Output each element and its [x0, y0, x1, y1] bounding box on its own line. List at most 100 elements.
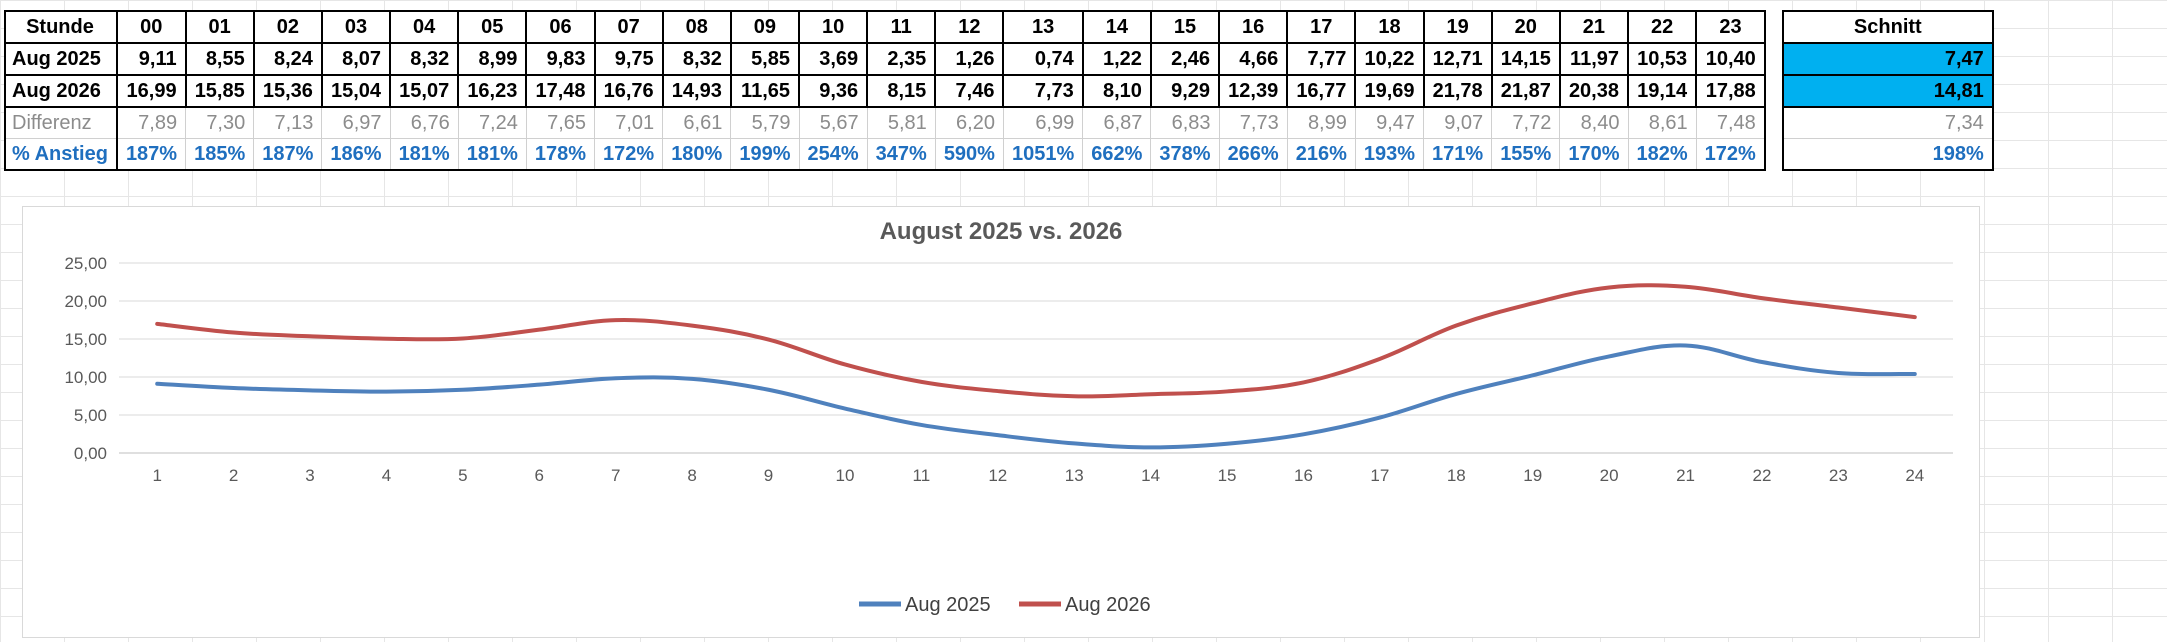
value-cell[interactable]: 185% — [185, 138, 255, 171]
value-cell[interactable]: 178% — [525, 138, 596, 171]
value-cell[interactable]: 9,83 — [525, 42, 596, 76]
value-cell[interactable]: 347% — [866, 138, 936, 171]
value-cell[interactable]: 7,46 — [934, 74, 1005, 108]
hour-header-cell[interactable]: 22 — [1626, 10, 1698, 44]
value-cell[interactable]: 16,23 — [457, 74, 528, 108]
hour-header-cell[interactable]: 13 — [1002, 10, 1084, 44]
value-cell[interactable]: 8,15 — [866, 74, 937, 108]
value-cell[interactable]: 216% — [1286, 138, 1356, 171]
line-chart[interactable]: August 2025 vs. 2026 0,00 5,00 10,00 15,00 20… — [22, 206, 1980, 638]
value-cell[interactable]: 2,46 — [1149, 42, 1221, 76]
value-cell[interactable]: 9,07 — [1423, 106, 1493, 139]
value-cell[interactable]: 16,76 — [593, 74, 664, 108]
row-label-cell[interactable]: Stunde — [4, 10, 118, 44]
hour-header-cell[interactable]: 23 — [1695, 10, 1766, 44]
value-cell[interactable]: 11,97 — [1558, 42, 1630, 76]
hour-header-cell[interactable]: 07 — [593, 10, 664, 44]
value-cell[interactable]: 8,99 — [1286, 106, 1356, 139]
hour-header-cell[interactable]: 21 — [1558, 10, 1630, 44]
value-cell[interactable]: 590% — [934, 138, 1004, 171]
value-cell[interactable]: 6,76 — [389, 106, 459, 139]
value-cell[interactable]: 15,85 — [184, 74, 255, 108]
value-cell[interactable]: 7,13 — [253, 106, 323, 139]
avg-value-cell[interactable]: 198% — [1781, 138, 1994, 171]
hour-header-cell[interactable]: 14 — [1081, 10, 1152, 44]
value-cell[interactable]: 14,15 — [1490, 42, 1561, 76]
value-cell[interactable]: 8,55 — [184, 42, 255, 76]
hour-header-cell[interactable]: 20 — [1490, 10, 1561, 44]
hour-header-cell[interactable]: 03 — [320, 10, 392, 44]
value-cell[interactable]: 16,77 — [1286, 74, 1357, 108]
value-cell[interactable]: 7,24 — [457, 106, 527, 139]
value-cell[interactable]: 8,61 — [1627, 106, 1697, 139]
avg-header-cell[interactable]: Schnitt — [1781, 10, 1994, 44]
value-cell[interactable]: 7,73 — [1218, 106, 1288, 139]
value-cell[interactable]: 7,89 — [116, 106, 187, 139]
value-cell[interactable]: 7,01 — [594, 106, 664, 139]
hour-header-cell[interactable]: 15 — [1149, 10, 1221, 44]
hour-header-cell[interactable]: 05 — [457, 10, 528, 44]
value-cell[interactable]: 9,29 — [1149, 74, 1221, 108]
value-cell[interactable]: 6,97 — [321, 106, 391, 139]
value-cell[interactable]: 20,38 — [1558, 74, 1630, 108]
value-cell[interactable]: 181% — [457, 138, 527, 171]
avg-value-cell[interactable]: 14,81 — [1781, 74, 1994, 108]
value-cell[interactable]: 171% — [1423, 138, 1493, 171]
value-cell[interactable]: 21,87 — [1490, 74, 1561, 108]
value-cell[interactable]: 9,11 — [115, 42, 187, 76]
value-cell[interactable]: 0,74 — [1002, 42, 1084, 76]
value-cell[interactable]: 8,32 — [661, 42, 732, 76]
value-cell[interactable]: 172% — [594, 138, 664, 171]
value-cell[interactable]: 7,72 — [1491, 106, 1561, 139]
value-cell[interactable]: 1,22 — [1081, 42, 1152, 76]
value-cell[interactable]: 186% — [321, 138, 391, 171]
value-cell[interactable]: 19,69 — [1354, 74, 1425, 108]
value-cell[interactable]: 170% — [1559, 138, 1629, 171]
value-cell[interactable]: 6,99 — [1002, 106, 1084, 139]
value-cell[interactable]: 10,40 — [1695, 42, 1766, 76]
value-cell[interactable]: 1051% — [1002, 138, 1084, 171]
value-cell[interactable]: 6,83 — [1150, 106, 1220, 139]
value-cell[interactable]: 12,71 — [1422, 42, 1493, 76]
value-cell[interactable]: 254% — [798, 138, 868, 171]
value-cell[interactable]: 6,87 — [1082, 106, 1152, 139]
value-cell[interactable]: 15,04 — [320, 74, 392, 108]
value-cell[interactable]: 19,14 — [1626, 74, 1698, 108]
hour-header-cell[interactable]: 11 — [866, 10, 937, 44]
value-cell[interactable]: 15,07 — [389, 74, 460, 108]
value-cell[interactable]: 7,77 — [1286, 42, 1357, 76]
value-cell[interactable]: 14,93 — [661, 74, 732, 108]
value-cell[interactable]: 17,88 — [1695, 74, 1766, 108]
value-cell[interactable]: 378% — [1150, 138, 1220, 171]
value-cell[interactable]: 181% — [389, 138, 459, 171]
hour-header-cell[interactable]: 16 — [1218, 10, 1289, 44]
value-cell[interactable]: 12,39 — [1218, 74, 1289, 108]
value-cell[interactable]: 17,48 — [525, 74, 596, 108]
value-cell[interactable]: 16,99 — [115, 74, 187, 108]
avg-value-cell[interactable]: 7,34 — [1781, 106, 1994, 139]
value-cell[interactable]: 10,22 — [1354, 42, 1425, 76]
value-cell[interactable]: 5,85 — [729, 42, 801, 76]
hour-header-cell[interactable]: 12 — [934, 10, 1005, 44]
value-cell[interactable]: 1,26 — [934, 42, 1005, 76]
value-cell[interactable]: 662% — [1082, 138, 1152, 171]
value-cell[interactable]: 3,69 — [797, 42, 869, 76]
hour-header-cell[interactable]: 18 — [1354, 10, 1425, 44]
value-cell[interactable]: 4,66 — [1218, 42, 1289, 76]
value-cell[interactable]: 8,99 — [457, 42, 528, 76]
value-cell[interactable]: 8,32 — [389, 42, 460, 76]
value-cell[interactable]: 7,65 — [525, 106, 596, 139]
hour-header-cell[interactable]: 06 — [525, 10, 596, 44]
value-cell[interactable]: 5,79 — [730, 106, 800, 139]
value-cell[interactable]: 15,36 — [252, 74, 323, 108]
value-cell[interactable]: 187% — [253, 138, 323, 171]
hour-header-cell[interactable]: 02 — [252, 10, 323, 44]
value-cell[interactable]: 2,35 — [866, 42, 937, 76]
value-cell[interactable]: 8,40 — [1559, 106, 1629, 139]
row-label-cell[interactable]: Aug 2026 — [4, 74, 118, 108]
value-cell[interactable]: 9,36 — [797, 74, 869, 108]
hour-header-cell[interactable]: 01 — [184, 10, 255, 44]
hour-header-cell[interactable]: 09 — [729, 10, 801, 44]
value-cell[interactable]: 9,47 — [1354, 106, 1425, 139]
hour-header-cell[interactable]: 08 — [661, 10, 732, 44]
